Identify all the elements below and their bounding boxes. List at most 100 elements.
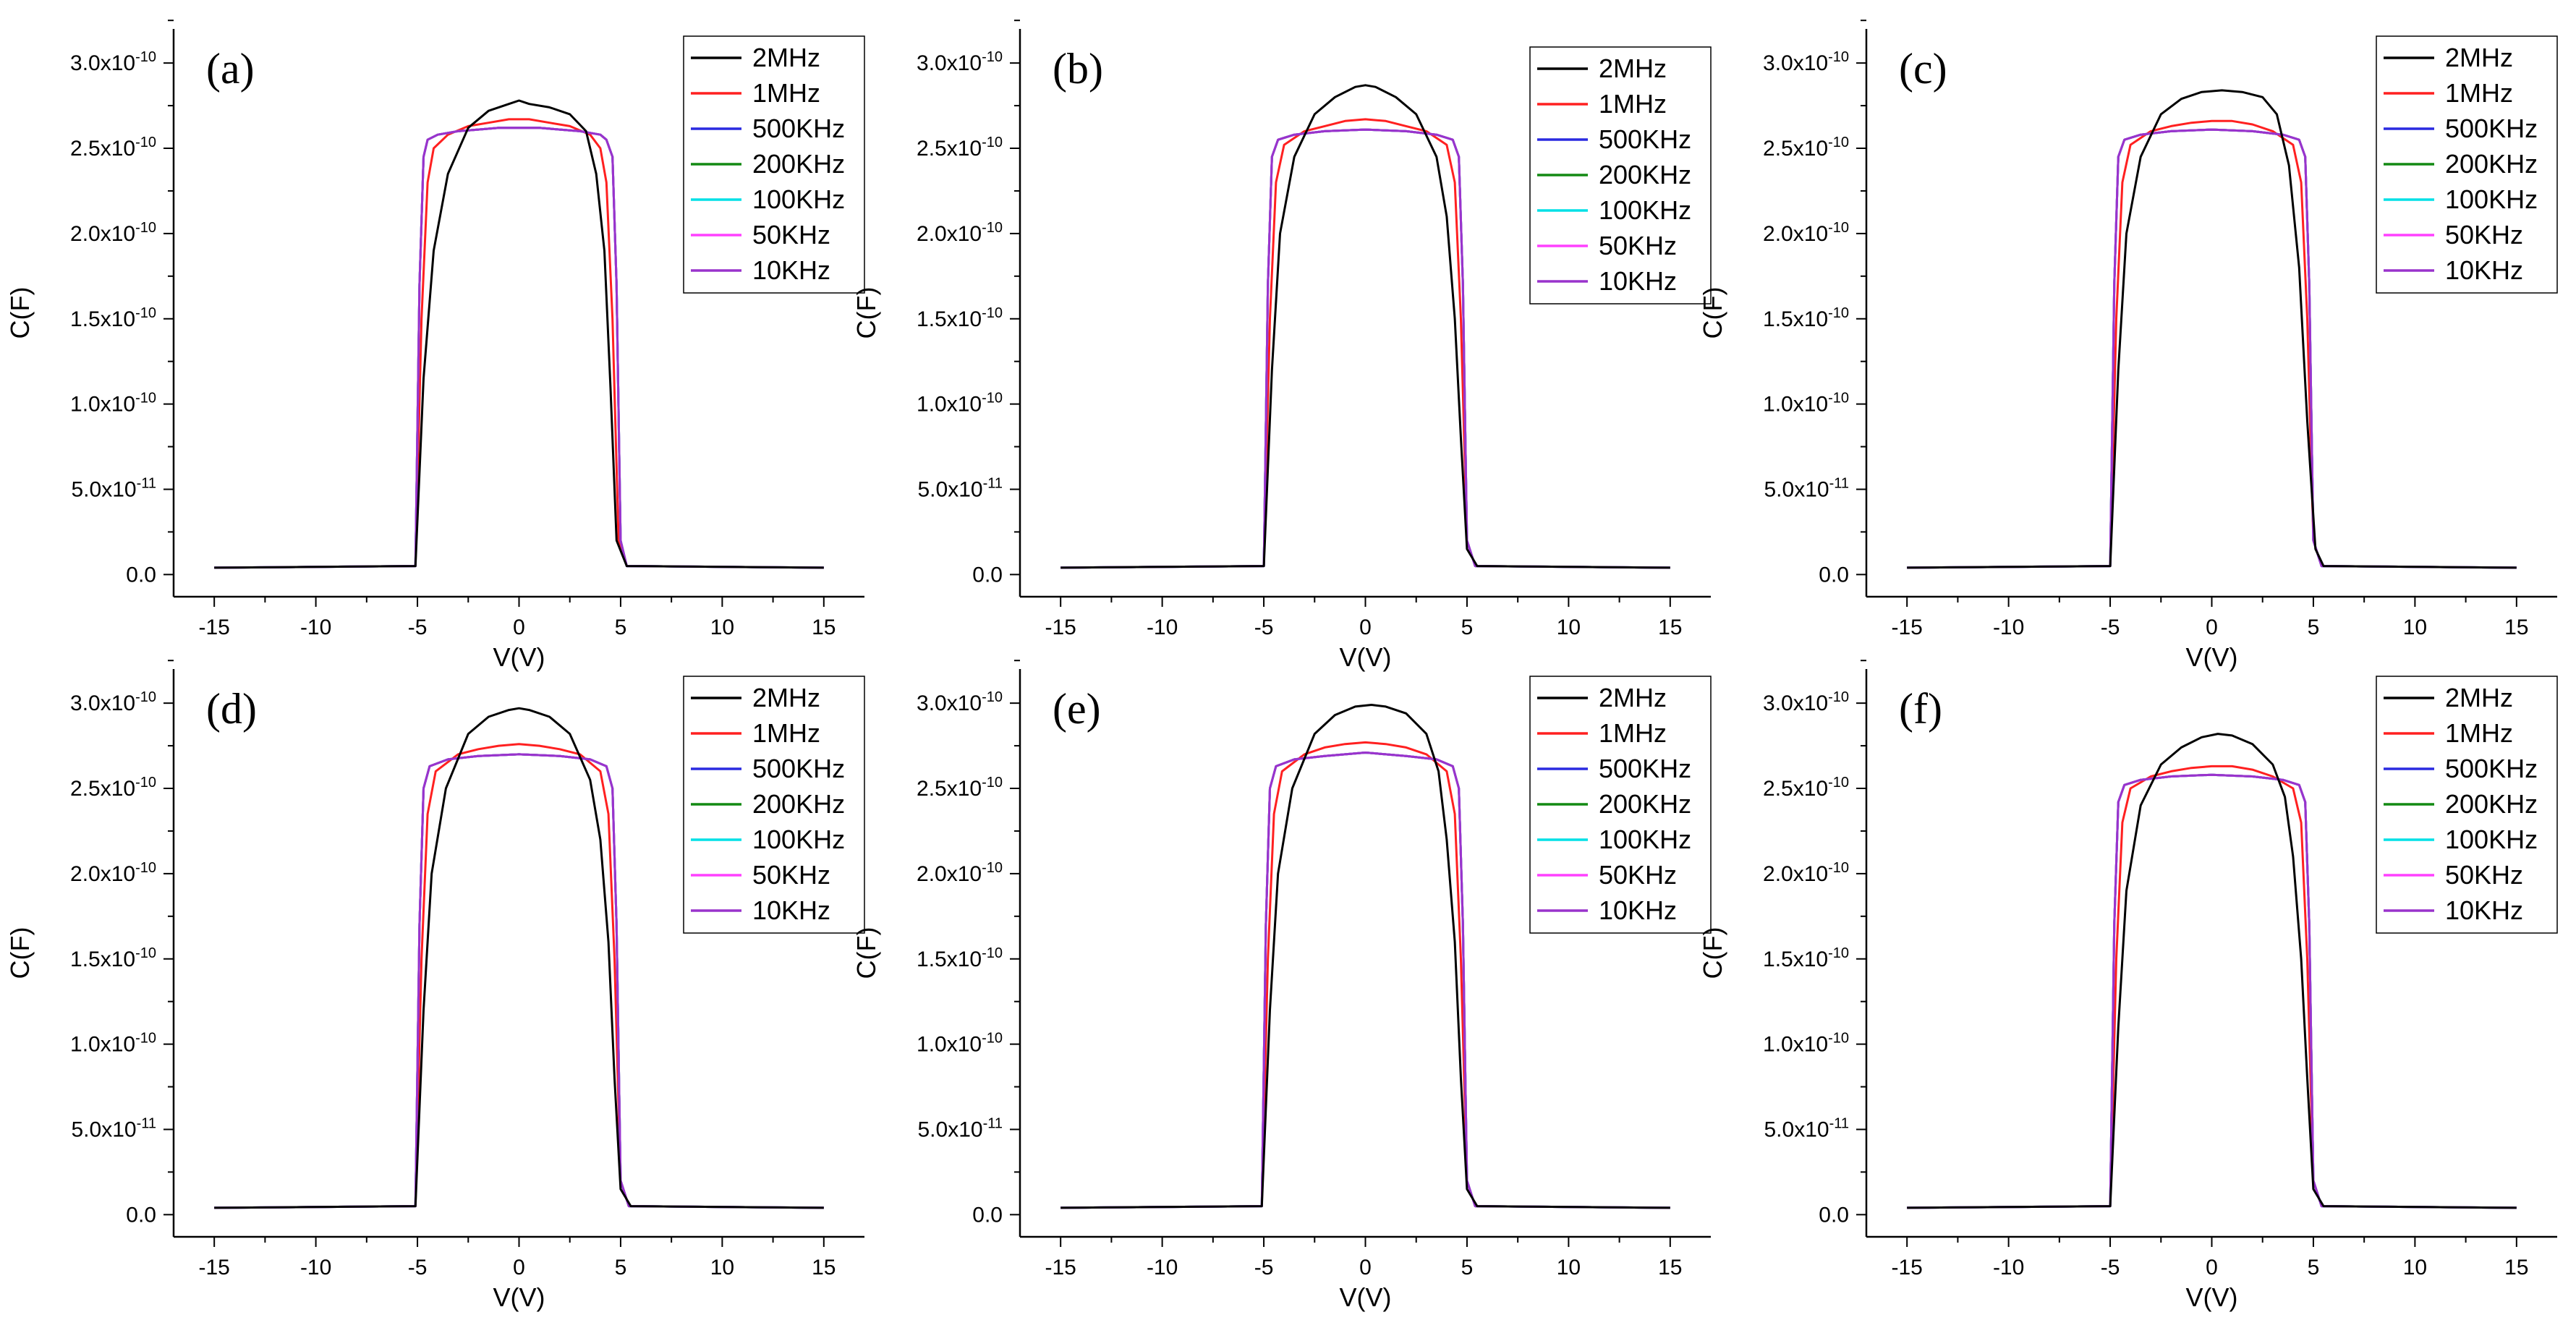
y-axis-label: C(F) [5, 287, 35, 339]
y-axis-label: C(F) [5, 927, 35, 979]
series-line-10khz [1060, 128, 1670, 569]
y-tick-label: 5.0x10-11 [72, 1115, 157, 1141]
y-tick-mantissa: 5.0x10 [1764, 1117, 1829, 1141]
y-tick-mantissa: 1.5x10 [917, 948, 982, 971]
y-tick-exponent: -11 [137, 1115, 156, 1131]
y-tick-label: 0.0 [126, 563, 156, 587]
x-tick-label: -10 [1993, 1256, 2024, 1279]
y-tick-mantissa: 0.0 [1819, 563, 1849, 587]
y-tick-exponent: -10 [135, 49, 156, 65]
y-tick-label: 2.5x10-10 [70, 135, 156, 161]
y-tick-label: 3.0x10-10 [70, 689, 156, 715]
x-tick-label: -5 [2101, 616, 2120, 639]
x-tick-label: -10 [1993, 616, 2024, 639]
y-tick-mantissa: 1.0x10 [917, 1033, 982, 1057]
y-tick-label: 1.5x10-10 [70, 305, 156, 331]
x-tick-label: 15 [2504, 1256, 2528, 1279]
y-axis-label: C(F) [1698, 927, 1727, 979]
x-tick-label: -15 [1891, 1256, 1922, 1279]
y-tick-mantissa: 2.0x10 [1763, 222, 1828, 246]
series-line-10khz [1060, 751, 1670, 1209]
y-tick-label: 3.0x10-10 [70, 49, 156, 75]
x-axis-label: V(V) [1340, 1282, 1392, 1312]
legend-label: 200KHz [2445, 789, 2538, 819]
x-tick-label: 10 [1557, 1256, 1581, 1279]
legend-label: 50KHz [752, 860, 830, 890]
x-tick-label: 0 [2206, 616, 2218, 639]
y-tick-exponent: -10 [135, 135, 156, 150]
legend-label: 2MHz [1599, 54, 1667, 83]
y-tick-label: 0.0 [1819, 563, 1849, 587]
y-tick-label: 5.0x10-11 [918, 1115, 1003, 1141]
y-tick-label: 1.5x10-10 [917, 945, 1003, 971]
y-tick-exponent: -10 [135, 1031, 156, 1047]
y-tick-exponent: -10 [135, 775, 156, 791]
legend-label: 200KHz [752, 789, 845, 819]
y-tick-mantissa: 1.0x10 [70, 1033, 135, 1057]
x-tick-label: -15 [198, 616, 229, 639]
legend-label: 500KHz [752, 114, 845, 143]
y-tick-mantissa: 0.0 [972, 1203, 1003, 1227]
series-line-2mhz [1060, 704, 1670, 1209]
y-tick-label: 0.0 [972, 563, 1003, 587]
legend-label: 2MHz [752, 683, 820, 712]
y-axis-label: C(F) [851, 927, 881, 979]
legend-label: 10KHz [2445, 895, 2523, 925]
series-line-10khz [1907, 773, 2517, 1209]
x-tick-label: 5 [2308, 616, 2320, 639]
x-tick-label: 10 [710, 1256, 734, 1279]
y-tick-label: 2.0x10-10 [917, 860, 1003, 886]
y-tick-exponent: -11 [1829, 1115, 1849, 1131]
y-tick-mantissa: 1.5x10 [1763, 307, 1828, 331]
y-tick-mantissa: 3.0x10 [1763, 691, 1828, 715]
x-axis-label: V(V) [2186, 1282, 2238, 1312]
x-tick-label: 10 [1557, 616, 1581, 639]
y-tick-mantissa: 1.5x10 [1763, 948, 1828, 971]
legend-label: 500KHz [1599, 124, 1691, 154]
y-tick-label: 3.0x10-10 [1763, 689, 1849, 715]
series-line-2mhz [1060, 84, 1670, 569]
x-tick-label: 0 [513, 1256, 525, 1279]
panel-label: (a) [206, 45, 255, 93]
x-tick-label: 5 [615, 1256, 627, 1279]
y-tick-mantissa: 3.0x10 [1763, 51, 1828, 75]
x-tick-label: 10 [2403, 616, 2427, 639]
series-line-1mhz [1907, 765, 2517, 1209]
legend-label: 500KHz [752, 754, 845, 783]
panel-d: -15 -10 -5 0 5 10 150.05.0x10-111.0x10-101.5x1… [5, 660, 865, 1312]
series-line-2mhz [1907, 733, 2517, 1209]
x-tick-label: 0 [513, 616, 525, 639]
panel-b: -15 -10 -5 0 5 10 150.05.0x10-111.0x10-101.5x1… [851, 20, 1712, 672]
y-tick-label: 1.5x10-10 [1763, 305, 1849, 331]
y-tick-exponent: -11 [1829, 475, 1849, 491]
y-tick-label: 0.0 [126, 1203, 156, 1227]
y-tick-exponent: -10 [135, 945, 156, 961]
legend-label: 50KHz [1599, 860, 1677, 890]
legend-label: 500KHz [1599, 754, 1691, 783]
y-tick-mantissa: 2.5x10 [917, 137, 982, 161]
y-tick-exponent: -10 [135, 689, 156, 705]
y-tick-mantissa: 5.0x10 [918, 477, 983, 501]
y-tick-mantissa: 1.5x10 [70, 948, 135, 971]
legend-label: 100KHz [752, 184, 845, 214]
x-tick-label: 5 [2308, 1256, 2320, 1279]
y-tick-mantissa: 1.5x10 [917, 307, 982, 331]
series-line-1mhz [1060, 741, 1670, 1209]
y-tick-exponent: -10 [982, 49, 1003, 65]
y-tick-mantissa: 5.0x10 [72, 477, 137, 501]
legend-label: 1MHz [1599, 89, 1667, 119]
x-axis-label: V(V) [493, 1282, 545, 1312]
legend-label: 1MHz [2445, 78, 2513, 108]
series-line-10khz [1907, 128, 2517, 569]
y-tick-exponent: -10 [1828, 220, 1849, 236]
legend-label: 2MHz [2445, 43, 2513, 72]
legend-label: 100KHz [2445, 825, 2538, 854]
legend-label: 200KHz [752, 149, 845, 179]
legend-label: 1MHz [1599, 718, 1667, 748]
y-tick-label: 1.5x10-10 [70, 945, 156, 971]
y-tick-label: 2.0x10-10 [1763, 220, 1849, 246]
y-tick-label: 2.0x10-10 [1763, 860, 1849, 886]
x-tick-label: -5 [1254, 1256, 1274, 1279]
legend-label: 200KHz [1599, 789, 1691, 819]
